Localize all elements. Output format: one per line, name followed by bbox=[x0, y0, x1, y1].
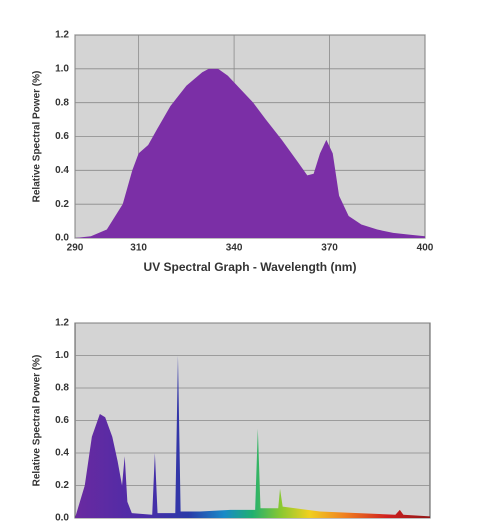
x-tick-label: 290 bbox=[67, 243, 84, 254]
y-tick-label: 0.6 bbox=[55, 131, 69, 142]
y-tick-label: 0.2 bbox=[55, 199, 69, 210]
y-tick-label: 0.2 bbox=[55, 480, 69, 491]
y-tick-label: 1.2 bbox=[55, 318, 69, 329]
y-axis-label: Relative Spectral Power (%) bbox=[32, 71, 43, 203]
y-tick-label: 0.8 bbox=[55, 383, 69, 394]
y-tick-label: 1.0 bbox=[55, 63, 69, 74]
y-tick-label: 0.4 bbox=[55, 448, 69, 459]
y-tick-label: 0.0 bbox=[55, 513, 69, 524]
x-tick-label: 340 bbox=[226, 243, 243, 254]
y-tick-label: 0.8 bbox=[55, 97, 69, 108]
y-tick-label: 0.0 bbox=[55, 233, 69, 244]
area bbox=[75, 355, 430, 518]
x-tick-label: 400 bbox=[417, 243, 434, 254]
x-tick-label: 370 bbox=[321, 243, 338, 254]
y-tick-label: 1.2 bbox=[55, 30, 69, 41]
x-axis-label: UV Spectral Graph - Wavelength (nm) bbox=[144, 260, 357, 274]
y-tick-label: 0.4 bbox=[55, 165, 69, 176]
area bbox=[75, 68, 425, 238]
y-tick-label: 0.6 bbox=[55, 415, 69, 426]
y-axis-label: Relative Spectral Power (%) bbox=[32, 355, 43, 487]
y-tick-label: 1.0 bbox=[55, 350, 69, 361]
x-tick-label: 310 bbox=[130, 243, 147, 254]
